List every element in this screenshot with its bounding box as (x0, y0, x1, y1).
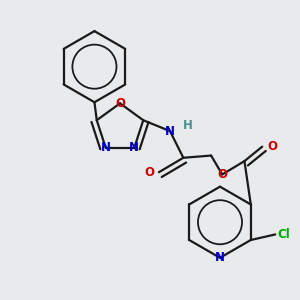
Text: N: N (165, 124, 175, 138)
Text: H: H (183, 119, 193, 132)
Text: O: O (115, 97, 125, 110)
Text: N: N (100, 141, 111, 154)
Text: N: N (215, 251, 225, 264)
Text: N: N (129, 141, 140, 154)
Text: O: O (267, 140, 277, 153)
Text: O: O (144, 166, 154, 179)
Text: O: O (217, 168, 227, 181)
Text: Cl: Cl (278, 228, 290, 241)
